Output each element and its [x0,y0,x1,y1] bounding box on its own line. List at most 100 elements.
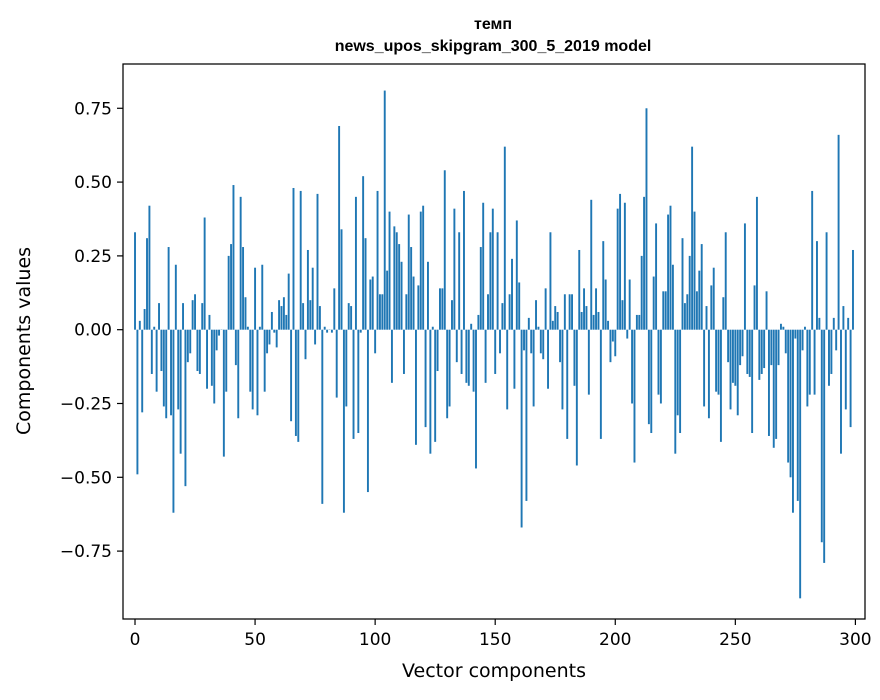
bar [785,330,787,354]
bar [715,330,717,392]
bar [679,330,681,433]
bar [686,294,688,329]
bar [381,294,383,329]
bar [537,327,539,330]
bar [561,330,563,410]
bar [734,330,736,386]
bar [525,330,527,501]
bar [151,330,153,374]
bar [230,244,232,330]
bar [552,321,554,330]
bar [348,303,350,330]
bar [638,315,640,330]
bar [799,330,801,599]
bar [305,330,307,360]
bar [706,306,708,330]
bar [648,330,650,424]
bar [353,330,355,439]
bar [357,330,359,433]
bar [273,330,275,333]
bar [391,330,393,383]
bar [281,306,283,330]
bar [504,147,506,330]
bar [737,330,739,416]
bar [264,330,266,392]
x-tick-label: 50 [244,630,266,650]
bar [225,330,227,392]
bar [213,330,215,404]
bar [710,285,712,329]
bar [300,191,302,330]
bar [408,215,410,330]
bar [182,303,184,330]
bar [223,330,225,457]
bar [393,226,395,329]
bar [242,247,244,330]
y-axis-label: Components values [13,247,35,435]
bar [201,303,203,330]
bar [766,291,768,329]
bar [160,330,162,371]
bar [835,330,837,351]
bar [245,297,247,329]
bar [136,330,138,475]
bar [718,330,720,395]
bar [441,288,443,329]
bar [725,232,727,329]
bar [288,274,290,330]
bar [816,241,818,330]
bar [595,288,597,329]
bar [804,327,806,330]
bar [285,315,287,330]
bar [413,277,415,330]
bar [763,330,765,368]
bar [684,303,686,330]
bar [602,241,604,330]
bar [641,256,643,330]
x-tick-label: 250 [719,630,751,650]
bar [369,280,371,330]
bar [708,330,710,419]
bar [331,330,333,333]
bar [778,330,780,365]
bar [196,330,198,371]
bar [228,256,230,330]
bar [146,238,148,330]
bar [204,218,206,330]
bar [806,330,808,407]
bar [326,330,328,333]
bar [569,294,571,329]
bar [343,330,345,513]
x-tick-label: 300 [839,630,871,650]
bar [513,330,515,389]
bar [501,303,503,330]
bar [453,209,455,330]
bar [444,170,446,329]
bar [434,330,436,442]
bar [672,265,674,330]
bar [787,330,789,463]
bar [206,330,208,389]
bar [374,330,376,354]
bar [261,265,263,330]
bar [840,330,842,454]
bar [184,330,186,486]
bar [758,330,760,380]
bar [170,330,172,416]
bar [670,206,672,330]
bar [271,312,273,330]
bar [830,330,832,374]
y-tick-label: −0.50 [60,468,112,488]
bar [547,330,549,389]
bar [744,223,746,329]
bar [682,238,684,330]
bar [189,330,191,354]
bar [319,306,321,330]
bar [828,330,830,386]
bar [823,330,825,563]
bar [437,330,439,371]
bar [739,330,741,365]
bar [838,135,840,330]
bar [566,330,568,439]
